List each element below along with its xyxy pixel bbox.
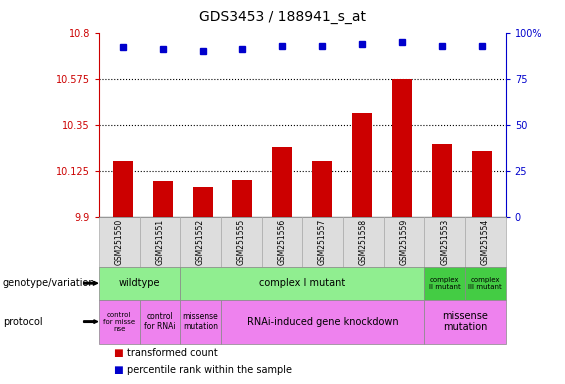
Text: protocol: protocol bbox=[3, 316, 42, 327]
Text: missense
mutation: missense mutation bbox=[442, 311, 488, 333]
Text: GSM251554: GSM251554 bbox=[481, 219, 490, 265]
Bar bbox=[432, 144, 452, 217]
Bar bbox=[312, 161, 332, 217]
Bar bbox=[472, 151, 492, 217]
Text: GSM251553: GSM251553 bbox=[440, 219, 449, 265]
Text: GSM251550: GSM251550 bbox=[115, 219, 124, 265]
Bar bbox=[272, 147, 292, 217]
Text: GDS3453 / 188941_s_at: GDS3453 / 188941_s_at bbox=[199, 10, 366, 23]
Text: GSM251551: GSM251551 bbox=[155, 219, 164, 265]
Text: GSM251557: GSM251557 bbox=[318, 219, 327, 265]
Bar bbox=[153, 181, 173, 217]
Text: percentile rank within the sample: percentile rank within the sample bbox=[127, 365, 292, 375]
Text: missense
mutation: missense mutation bbox=[182, 312, 219, 331]
Text: ■: ■ bbox=[113, 348, 123, 358]
Text: complex I mutant: complex I mutant bbox=[259, 278, 345, 288]
Text: wildtype: wildtype bbox=[119, 278, 160, 288]
Bar bbox=[113, 161, 133, 217]
Text: complex
III mutant: complex III mutant bbox=[468, 277, 502, 290]
Text: transformed count: transformed count bbox=[127, 348, 218, 358]
Text: GSM251558: GSM251558 bbox=[359, 219, 368, 265]
Bar bbox=[392, 79, 412, 217]
Bar bbox=[193, 187, 212, 217]
Text: GSM251559: GSM251559 bbox=[399, 219, 408, 265]
Text: GSM251556: GSM251556 bbox=[277, 219, 286, 265]
Text: RNAi-induced gene knockdown: RNAi-induced gene knockdown bbox=[247, 316, 398, 327]
Text: GSM251555: GSM251555 bbox=[237, 219, 246, 265]
Bar bbox=[352, 113, 372, 217]
Text: control
for RNAi: control for RNAi bbox=[144, 312, 176, 331]
Bar bbox=[232, 180, 253, 217]
Text: ■: ■ bbox=[113, 365, 123, 375]
Text: genotype/variation: genotype/variation bbox=[3, 278, 95, 288]
Text: GSM251552: GSM251552 bbox=[196, 219, 205, 265]
Text: complex
II mutant: complex II mutant bbox=[429, 277, 460, 290]
Text: control
for misse
nse: control for misse nse bbox=[103, 311, 135, 332]
